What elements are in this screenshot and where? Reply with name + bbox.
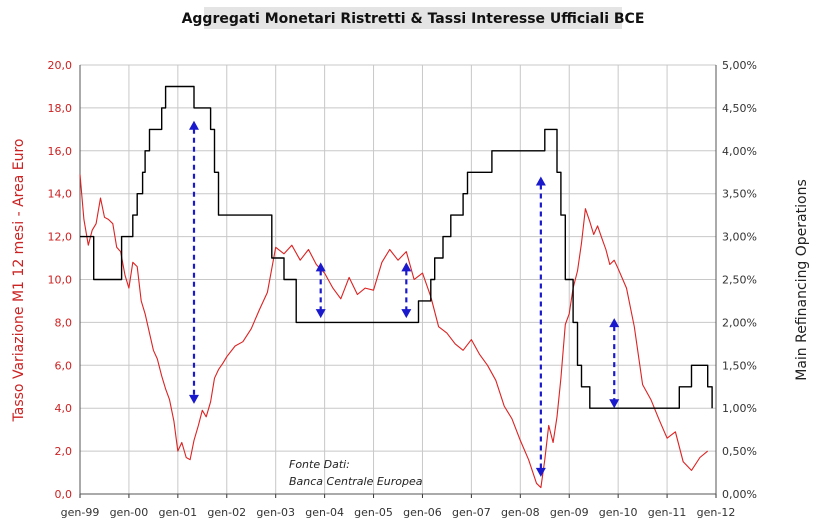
x-tick-label: gen-05 — [354, 506, 393, 519]
y-axis-right-label: Main Refinancing Operations — [794, 179, 810, 381]
y-right-tick-label: 4,50% — [722, 102, 757, 115]
x-tick-label: gen-08 — [501, 506, 540, 519]
y-axis-left-label: Tasso Variazione M1 12 mesi - Area Euro — [11, 139, 27, 423]
x-tick-label: gen-09 — [550, 506, 589, 519]
y-left-tick-label: 18,0 — [48, 102, 73, 115]
y-left-tick-label: 10,0 — [48, 274, 73, 287]
axes: 0,0 0,00% 2,0 0,50% 4,0 1,00% 6,0 1,50% 8,0 2,00%… — [48, 59, 757, 519]
arrow-head — [188, 394, 199, 404]
chart-title: Aggregati Monetari Ristretti & Tassi Int… — [182, 11, 645, 27]
y-left-tick-label: 8,0 — [55, 316, 73, 329]
y-left-tick-label: 14,0 — [48, 188, 73, 201]
x-tick-label: gen-11 — [648, 506, 687, 519]
x-tick-label: gen-10 — [599, 506, 638, 519]
y-right-tick-label: 4,00% — [722, 145, 757, 158]
arrow-head — [188, 120, 199, 130]
arrow-head — [609, 318, 620, 328]
arrow-head — [535, 176, 546, 186]
source-note-line1: Fonte Dati: — [289, 458, 350, 471]
series — [79, 85, 713, 489]
x-tick-label: gen-03 — [256, 506, 295, 519]
x-tick-label: gen-06 — [403, 506, 442, 519]
arrow-head — [401, 262, 412, 272]
title-background — [204, 7, 622, 29]
y-right-tick-label: 3,00% — [722, 231, 757, 244]
x-tick-label: gen-02 — [207, 506, 246, 519]
x-tick-label: gen-99 — [61, 506, 100, 519]
y-right-tick-label: 1,50% — [722, 359, 757, 372]
m1-growth-line — [79, 174, 709, 489]
arrow-head — [315, 309, 326, 319]
y-right-tick-label: 2,50% — [722, 274, 757, 287]
y-right-tick-label: 1,00% — [722, 402, 757, 415]
y-right-tick-label: 0,00% — [722, 488, 757, 501]
source-note-line2: Banca Centrale Europea — [289, 475, 423, 488]
y-right-tick-label: 0,50% — [722, 445, 757, 458]
y-left-tick-label: 2,0 — [55, 445, 73, 458]
y-left-tick-label: 4,0 — [55, 402, 73, 415]
annotation-arrows — [188, 120, 620, 477]
mro-rate-line — [80, 85, 713, 409]
y-right-tick-label: 2,00% — [722, 316, 757, 329]
arrow-head — [535, 467, 546, 477]
y-right-tick-label: 5,00% — [722, 59, 757, 72]
x-tick-label: gen-04 — [305, 506, 344, 519]
y-left-tick-label: 12,0 — [48, 231, 73, 244]
x-tick-label: gen-01 — [158, 506, 197, 519]
y-left-tick-label: 20,0 — [48, 59, 73, 72]
y-left-tick-label: 6,0 — [55, 359, 73, 372]
x-tick-label: gen-00 — [110, 506, 149, 519]
y-left-tick-label: 16,0 — [48, 145, 73, 158]
x-tick-label: gen-07 — [452, 506, 491, 519]
arrow-head — [315, 262, 326, 272]
y-left-tick-label: 0,0 — [55, 488, 73, 501]
x-tick-label: gen-12 — [697, 506, 736, 519]
y-right-tick-label: 3,50% — [722, 188, 757, 201]
arrow-head — [609, 399, 620, 409]
arrow-head — [401, 309, 412, 319]
